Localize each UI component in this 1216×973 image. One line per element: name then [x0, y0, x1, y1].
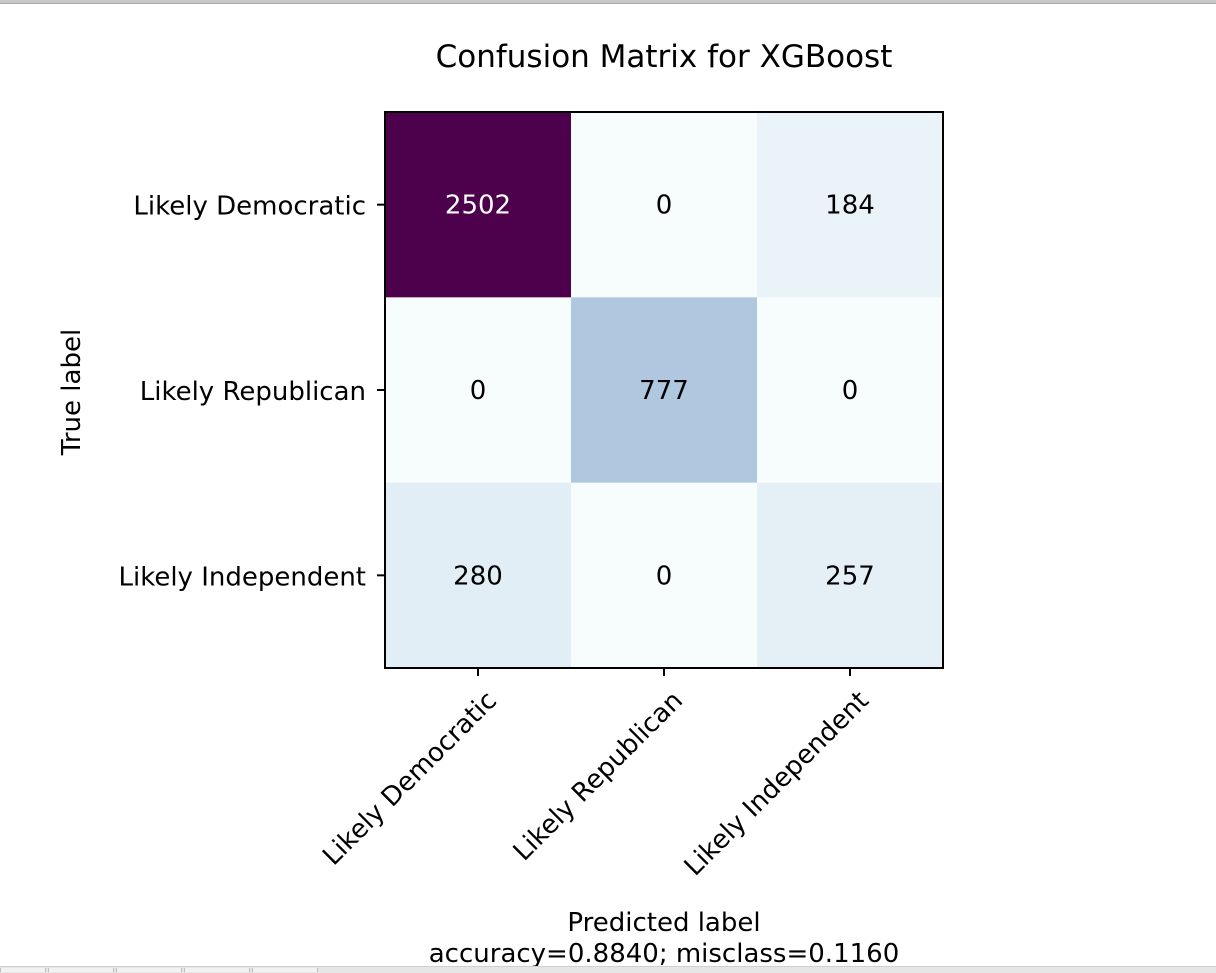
heatmap-cell: [571, 112, 758, 298]
window-top-edge: [0, 0, 1216, 4]
y-tick-label: Likely Republican: [140, 377, 366, 407]
x-tick-label: Likely Independent: [679, 686, 875, 882]
x-tick-label: Likely Democratic: [317, 686, 503, 872]
accuracy-summary: accuracy=0.8840; misclass=0.1160: [429, 939, 900, 969]
x-axis-label: Predicted label: [567, 908, 760, 938]
y-axis-label: True label: [57, 329, 87, 456]
y-axis-ticks: Likely Democratic Likely Republican Likely…: [118, 192, 385, 592]
y-tick-label: Likely Democratic: [133, 192, 366, 222]
bottom-tab-4[interactable]: [184, 968, 250, 972]
cell-value-label: 184: [825, 191, 875, 221]
heatmap-cell: [757, 297, 944, 484]
cell-value-label: 0: [656, 561, 673, 591]
heatmap-cells: 2502 0 184 0 777 0 280 0 257: [385, 112, 944, 669]
cell-value-label: 257: [825, 561, 875, 591]
cell-value-label: 280: [453, 561, 503, 591]
bottom-tab-1[interactable]: [0, 968, 46, 972]
bottom-tab-2[interactable]: [48, 968, 114, 972]
bottom-tab-5[interactable]: [252, 968, 318, 972]
chart-title: Confusion Matrix for XGBoost: [436, 39, 893, 75]
x-tick-label: Likely Republican: [508, 686, 689, 867]
x-axis-ticks: Likely Democratic Likely RepublicanLikely…: [317, 668, 875, 882]
heatmap-cell: [571, 297, 758, 484]
heatmap-cell: [757, 482, 944, 669]
cell-value-label: 777: [639, 376, 689, 406]
cell-value-label: 0: [842, 376, 859, 406]
cell-value-label: 2502: [445, 191, 511, 221]
window-bottom-strip: [0, 966, 1216, 973]
cell-value-label: 0: [656, 191, 673, 221]
heatmap-cell: [385, 297, 572, 484]
heatmap-cell: [571, 482, 758, 669]
bottom-tab-3[interactable]: [116, 968, 182, 972]
cell-value-label: 0: [470, 376, 487, 406]
heatmap-cell: [757, 112, 944, 298]
heatmap-cell: [385, 112, 572, 298]
heatmap-cell: [385, 482, 572, 669]
y-tick-label: Likely Independent: [118, 562, 366, 592]
